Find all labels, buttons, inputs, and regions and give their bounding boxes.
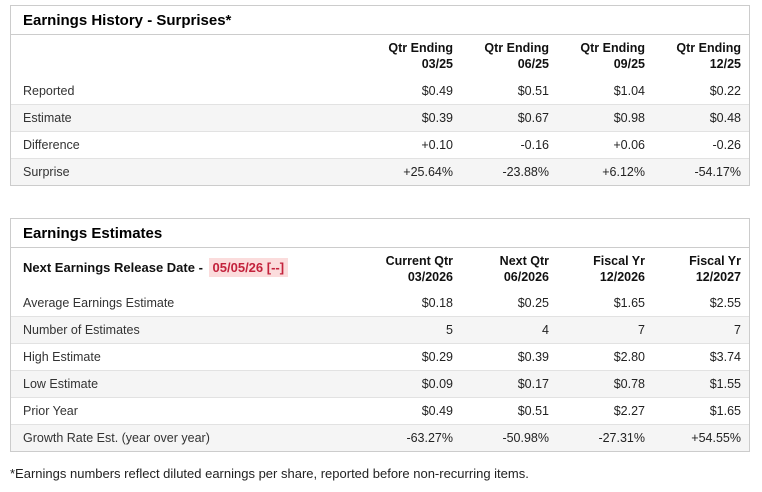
value-cell: +0.10 (365, 131, 461, 159)
table-row-low-estimate: Low Estimate $0.09 $0.17 $0.78 $1.55 (11, 370, 749, 398)
earnings-estimates-title: Earnings Estimates (11, 219, 749, 248)
value-cell: $0.78 (557, 370, 653, 398)
row-label: Reported (11, 77, 365, 105)
value-cell: 7 (557, 316, 653, 344)
value-cell: $1.04 (557, 77, 653, 105)
column-header-fiscal-yr-2027: Fiscal Yr 12/2027 (689, 253, 741, 284)
value-cell: $1.55 (653, 370, 749, 398)
value-cell: $0.25 (461, 290, 557, 317)
column-header-qtr-0325: Qtr Ending 03/25 (388, 41, 453, 72)
value-cell: $0.48 (653, 104, 749, 132)
column-header-fiscal-yr-2026: Fiscal Yr 12/2026 (593, 253, 645, 284)
table-row-high-estimate: High Estimate $0.29 $0.39 $2.80 $3.74 (11, 343, 749, 371)
value-cell: $0.49 (365, 397, 461, 425)
table-row-surprise: Surprise +25.64% -23.88% +6.12% -54.17% (11, 158, 749, 185)
row-label: Difference (11, 131, 365, 159)
value-cell: $0.51 (461, 397, 557, 425)
value-cell: -0.16 (461, 131, 557, 159)
value-cell: +25.64% (403, 164, 453, 179)
value-cell: 4 (461, 316, 557, 344)
value-cell: $0.51 (461, 77, 557, 105)
value-cell: +0.06 (557, 131, 653, 159)
value-cell: $0.39 (461, 343, 557, 371)
value-cell: $0.17 (461, 370, 557, 398)
earnings-history-table: Earnings History - Surprises* Qtr Ending… (10, 5, 750, 186)
value-cell: $2.27 (557, 397, 653, 425)
table-row-reported: Reported $0.49 $0.51 $1.04 $0.22 (11, 77, 749, 105)
value-cell: $0.22 (653, 77, 749, 105)
value-cell: $1.65 (653, 397, 749, 425)
history-header-spacer (11, 35, 365, 78)
next-earnings-release: Next Earnings Release Date - 05/05/26 [-… (11, 248, 365, 291)
row-label: Growth Rate Est. (year over year) (23, 431, 210, 445)
next-earnings-release-date[interactable]: 05/05/26 [--] (208, 258, 289, 278)
table-row-estimate: Estimate $0.39 $0.67 $0.98 $0.48 (11, 104, 749, 132)
history-header-row: Qtr Ending 03/25 Qtr Ending 06/25 Qtr Endi… (11, 35, 749, 78)
value-cell: $3.74 (653, 343, 749, 371)
value-cell: -0.26 (653, 131, 749, 159)
value-cell: -23.88% (502, 164, 549, 179)
column-header-next-qtr: Next Qtr 06/2026 (499, 253, 549, 284)
row-label: Surprise (23, 164, 70, 179)
row-label: Prior Year (11, 397, 365, 425)
value-cell: $0.67 (461, 104, 557, 132)
value-cell: $2.80 (557, 343, 653, 371)
column-header-current-qtr: Current Qtr 03/2026 (385, 253, 453, 284)
row-label: Low Estimate (11, 370, 365, 398)
value-cell: -50.98% (502, 431, 549, 445)
value-cell: -54.17% (694, 164, 741, 179)
table-row-growth-rate-est: Growth Rate Est. (year over year) -63.27… (11, 424, 749, 451)
row-label: Estimate (11, 104, 365, 132)
value-cell: $2.55 (653, 290, 749, 317)
column-header-qtr-0625: Qtr Ending 06/25 (484, 41, 549, 72)
earnings-footnote: *Earnings numbers reflect diluted earnin… (10, 466, 529, 481)
value-cell: $0.09 (365, 370, 461, 398)
row-label: Average Earnings Estimate (11, 290, 365, 317)
value-cell: $1.65 (557, 290, 653, 317)
value-cell: $0.29 (365, 343, 461, 371)
value-cell: +54.55% (691, 431, 741, 445)
estimates-header-row: Next Earnings Release Date - 05/05/26 [-… (11, 248, 749, 291)
next-earnings-release-label: Next Earnings Release Date - (23, 260, 207, 276)
value-cell: +6.12% (602, 164, 645, 179)
value-cell: $0.39 (365, 104, 461, 132)
earnings-history-grid: Qtr Ending 03/25 Qtr Ending 06/25 Qtr Endi… (11, 35, 749, 185)
column-header-qtr-1225: Qtr Ending 12/25 (676, 41, 741, 72)
table-row-prior-year: Prior Year $0.49 $0.51 $2.27 $1.65 (11, 397, 749, 425)
table-row-number-of-estimates: Number of Estimates 5 4 7 7 (11, 316, 749, 344)
table-row-difference: Difference +0.10 -0.16 +0.06 -0.26 (11, 131, 749, 159)
value-cell: $0.49 (365, 77, 461, 105)
row-label: Number of Estimates (11, 316, 365, 344)
row-label: High Estimate (11, 343, 365, 371)
value-cell: $0.98 (557, 104, 653, 132)
value-cell: 7 (653, 316, 749, 344)
earnings-estimates-grid: Next Earnings Release Date - 05/05/26 [-… (11, 248, 749, 451)
table-row-average-earnings-estimate: Average Earnings Estimate $0.18 $0.25 $1… (11, 290, 749, 317)
value-cell: -27.31% (598, 431, 645, 445)
value-cell: $0.18 (365, 290, 461, 317)
earnings-estimates-table: Earnings Estimates Next Earnings Release… (10, 217, 750, 452)
earnings-history-title: Earnings History - Surprises* (11, 6, 749, 35)
value-cell: 5 (365, 316, 461, 344)
column-header-qtr-0925: Qtr Ending 09/25 (580, 41, 645, 72)
value-cell: -63.27% (406, 431, 453, 445)
